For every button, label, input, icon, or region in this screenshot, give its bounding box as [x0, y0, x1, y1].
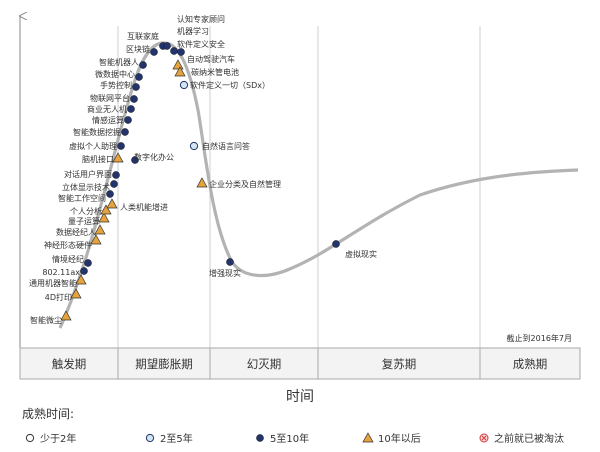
- tech-label: 智能微尘: [30, 315, 62, 325]
- tech-label: 机器学习: [177, 26, 209, 36]
- tech-point: 虚拟现实: [332, 240, 377, 259]
- tech-label: 软件定义一切（SDx）: [190, 80, 270, 90]
- tech-label: 碳纳米管电池: [191, 67, 239, 77]
- tech-point: 碳纳米管电池: [174, 66, 239, 77]
- tech-label: 人类机能增进: [120, 202, 168, 212]
- legend-item: 5至10年: [256, 432, 309, 445]
- tech-point: 手势控制: [100, 80, 140, 91]
- tech-point: 情境经纪: [52, 254, 92, 267]
- tech-label: 脑机接口: [82, 154, 114, 164]
- tech-label: 802.11ax: [42, 268, 80, 277]
- tech-point: 认知专家顾问: [163, 14, 225, 50]
- tech-point: 自动驾驶汽车: [172, 54, 235, 70]
- tech-label: 个人分析: [70, 206, 102, 216]
- legend-item: 2至5年: [145, 432, 193, 445]
- tech-point: 情感运算: [92, 115, 132, 125]
- tech-point: 个人分析: [70, 204, 112, 216]
- svg-text:少于2年: 少于2年: [40, 432, 76, 445]
- svg-text:之前就已被淘汰: 之前就已被淘汰: [494, 432, 564, 445]
- tech-label: 企业分类及自然管理: [209, 179, 281, 189]
- tech-label: 手势控制: [100, 80, 132, 90]
- tech-label: 4D打印: [45, 292, 72, 302]
- tech-point: 软件定义安全: [177, 39, 225, 56]
- tech-point: 增强现实: [209, 258, 241, 278]
- tech-label: 虚拟现实: [345, 249, 377, 259]
- svg-text:5至10年: 5至10年: [270, 432, 309, 445]
- tech-point: 物联网平台: [90, 93, 138, 103]
- tech-label: 认知专家顾问: [177, 14, 225, 24]
- tech-point: 自然语言问答: [189, 141, 250, 151]
- tech-label: 增强现实: [209, 268, 241, 278]
- x-axis-title: 时间: [286, 389, 314, 405]
- tech-point: 微数据中心: [95, 69, 143, 81]
- legend-item: 10年以后: [362, 432, 421, 445]
- phase-label: 成熟期: [513, 357, 548, 371]
- tech-label: 虚拟个人助理: [69, 141, 117, 151]
- phase-label: 触发期: [52, 357, 87, 371]
- hype-curve: [58, 41, 579, 329]
- tech-label: 商业无人机: [87, 104, 127, 114]
- tech-label: 情境经纪: [52, 254, 84, 264]
- tech-point: 商业无人机: [87, 104, 135, 114]
- tech-point: 智能工作空间: [58, 190, 114, 203]
- legend-item: 之前就已被淘汰: [479, 432, 564, 445]
- tech-label: 情感运算: [92, 115, 124, 125]
- tech-label: 智能工作空间: [58, 193, 106, 203]
- phase-bar: 触发期 期望膨胀期 幻灭期 复苏期 成熟期: [19, 347, 581, 380]
- tech-point: 脑机接口: [82, 152, 124, 164]
- tech-point: 虚拟个人助理: [69, 141, 125, 151]
- tech-label: 智能数据挖掘: [73, 127, 121, 137]
- legend-item: 少于2年: [25, 432, 76, 445]
- tech-label: 对话用户界面: [64, 169, 112, 179]
- tech-label: 通用机器智能: [29, 278, 77, 288]
- tech-label: 微数据中心: [95, 69, 135, 79]
- tech-point: 量子运算: [68, 212, 110, 226]
- phase-label: 复苏期: [382, 357, 417, 371]
- tech-label: 智能机器人: [99, 57, 139, 67]
- phase-label: 期望膨胀期: [135, 357, 193, 371]
- tech-label: 区块链: [126, 44, 150, 54]
- tech-label: 神经形态硬件: [44, 240, 92, 250]
- tech-point: 数据经纪人: [56, 224, 106, 237]
- tech-point: 智能微尘: [30, 310, 72, 325]
- tech-label: 立体显示技术: [62, 182, 110, 192]
- tech-point: 智能数据挖掘: [73, 127, 129, 137]
- tech-label: 自动驾驶汽车: [187, 54, 235, 64]
- tech-label: 物联网平台: [90, 93, 130, 103]
- tech-label: 自然语言问答: [202, 141, 250, 151]
- tech-label: 软件定义安全: [177, 39, 225, 49]
- tech-point: 神经形态硬件: [44, 234, 102, 250]
- tech-point: 通用机器智能: [29, 274, 87, 288]
- tech-point: 企业分类及自然管理: [196, 177, 281, 189]
- tech-label: 量子运算: [68, 216, 100, 226]
- tech-point: 立体显示技术: [62, 180, 118, 192]
- svg-text:10年以后: 10年以后: [378, 432, 421, 445]
- date-note: 截止到2016年7月: [507, 333, 572, 343]
- legend-title: 成熟时间:: [22, 406, 74, 421]
- tech-label: 数字化办公: [134, 152, 174, 162]
- tech-point: 区块链: [126, 44, 158, 56]
- tech-point: 数字化办公: [131, 152, 174, 164]
- tech-point: 4D打印: [45, 288, 82, 302]
- tech-point: 智能机器人: [99, 57, 147, 69]
- phase-label: 幻灭期: [247, 357, 282, 371]
- legend: 成熟时间: 少于2年 2至5年 5至10年 10年以后 之前就已被淘汰: [22, 406, 564, 445]
- tech-label: 互联家庭: [127, 31, 159, 41]
- tech-point: 人类机能增进: [106, 198, 168, 212]
- tech-label: 数据经纪人: [56, 227, 96, 237]
- tech-point: 802.11ax: [42, 267, 88, 277]
- tech-point: 对话用户界面: [64, 169, 120, 179]
- tech-point: 软件定义一切（SDx）: [179, 80, 270, 90]
- svg-text:2至5年: 2至5年: [160, 432, 193, 445]
